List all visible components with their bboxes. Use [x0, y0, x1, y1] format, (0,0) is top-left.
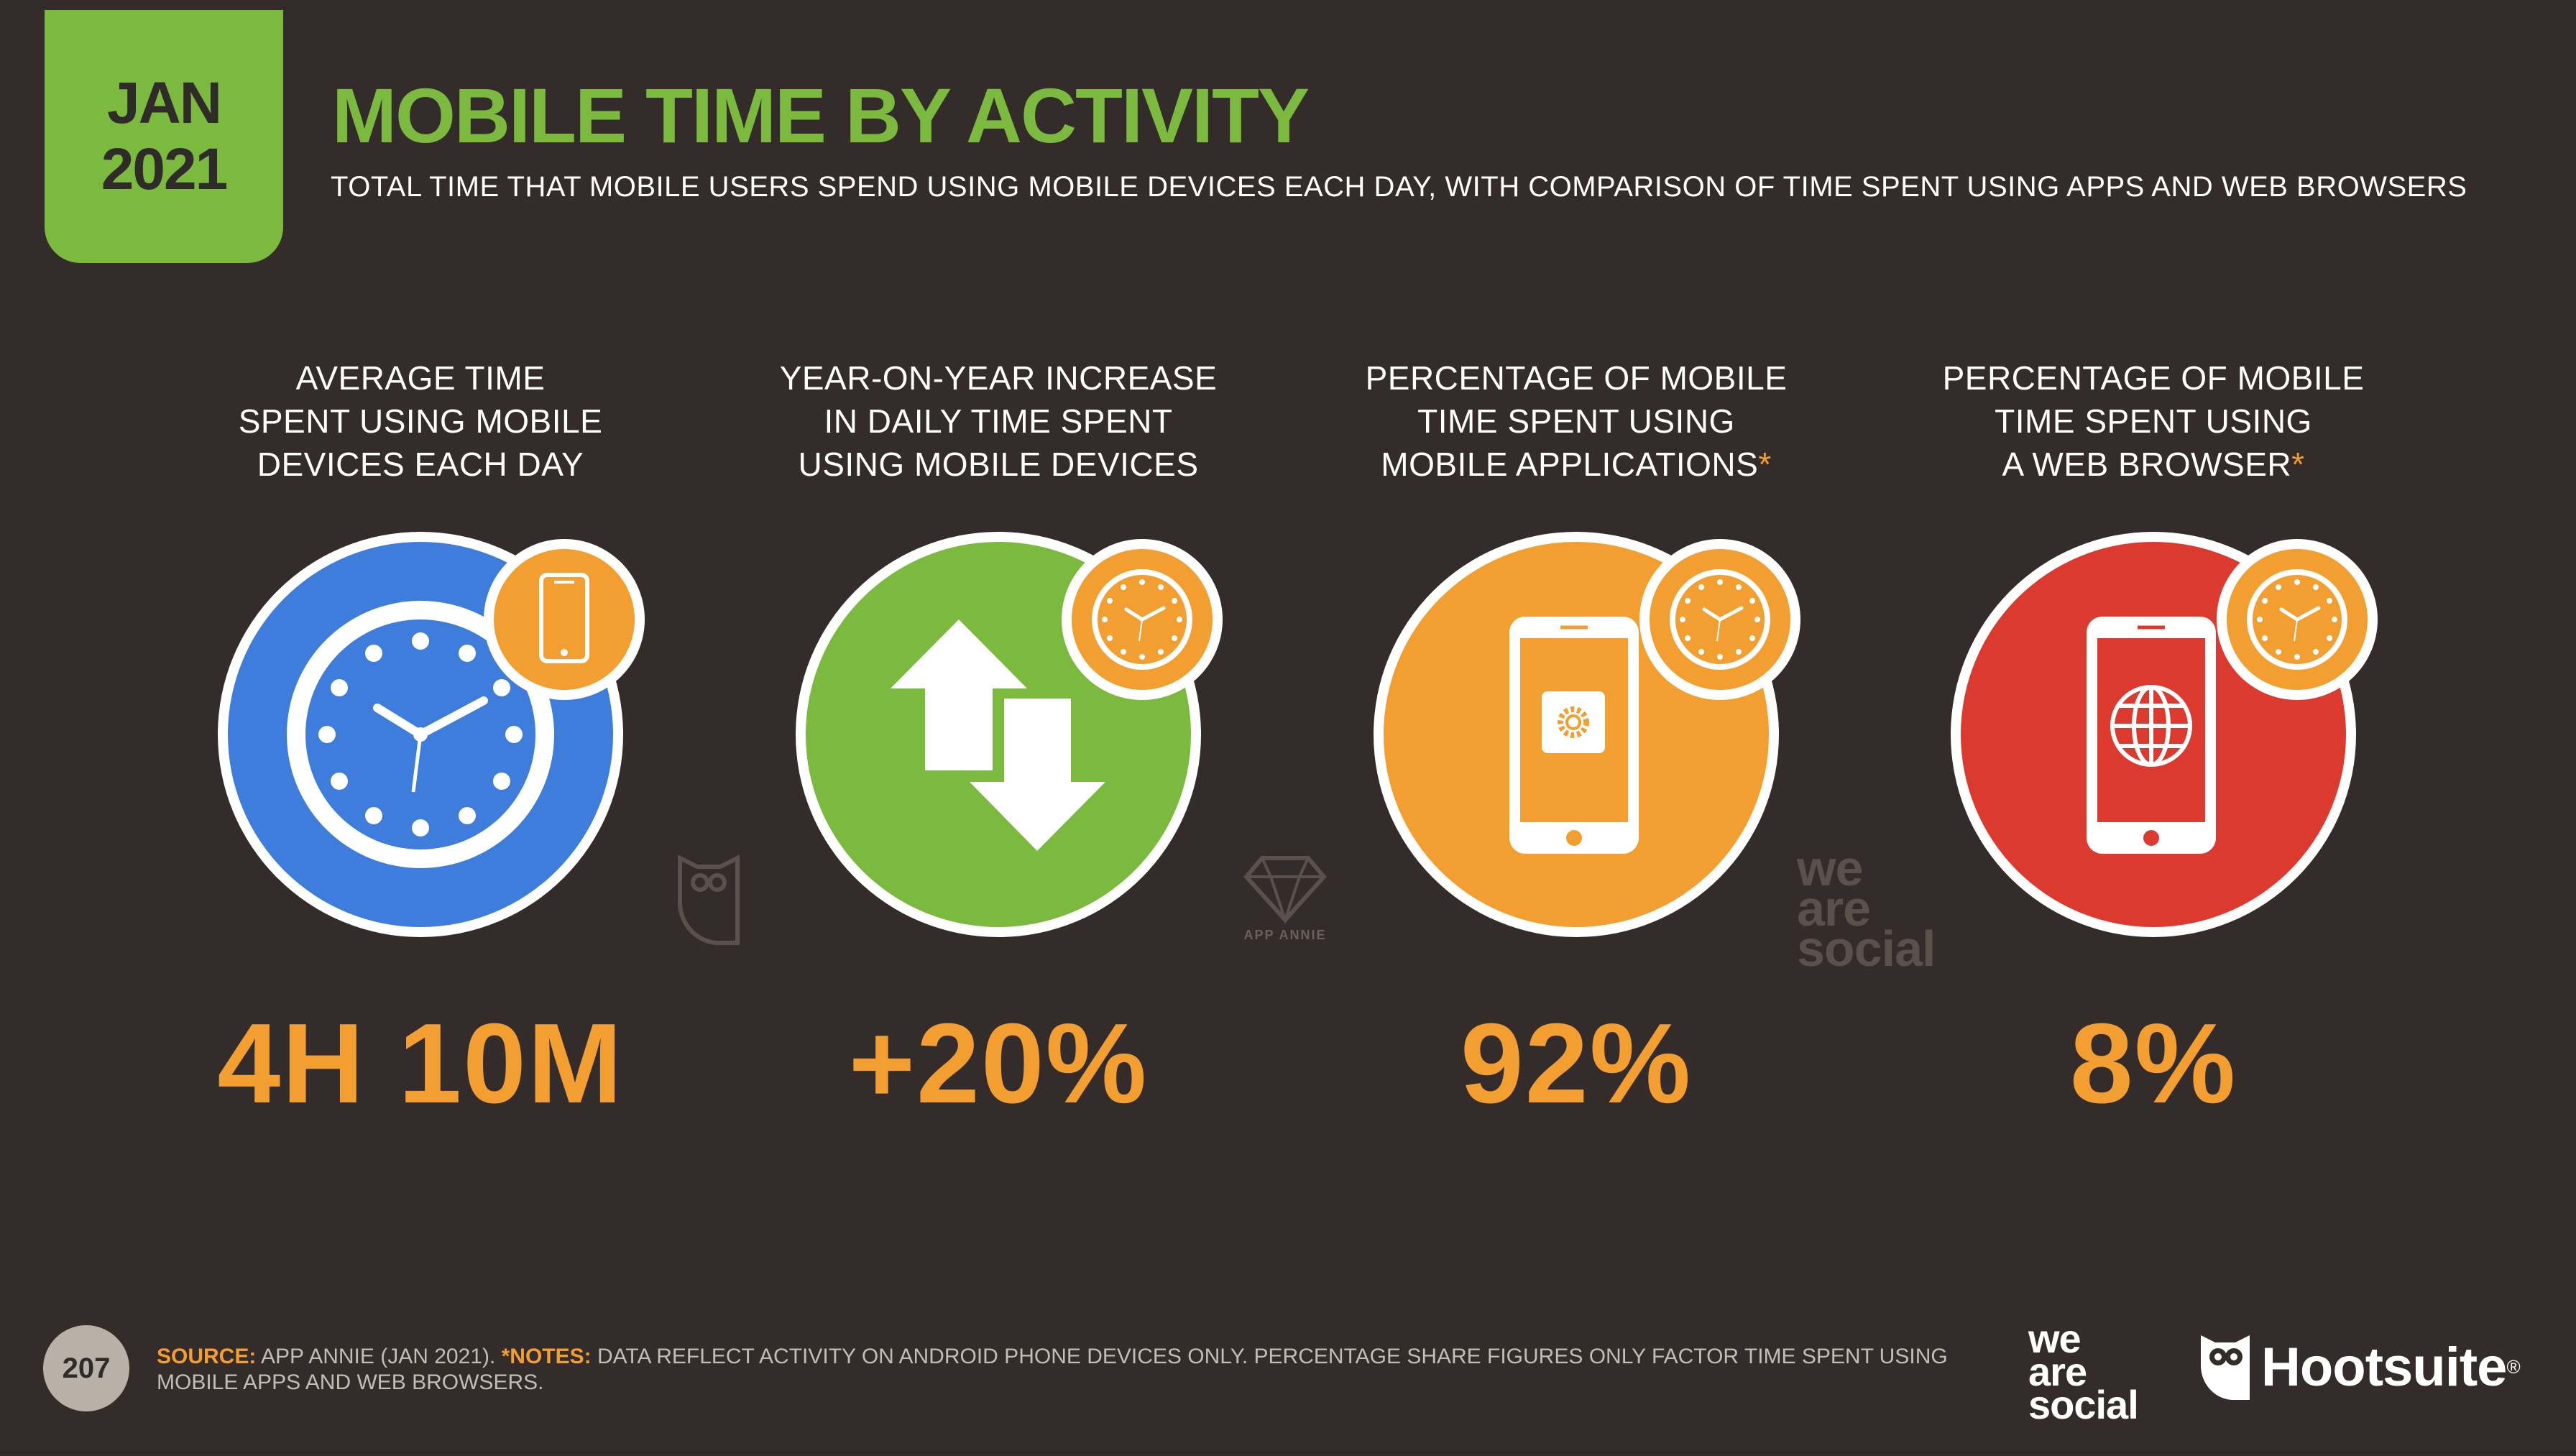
date-year: 2021	[101, 137, 228, 202]
date-month: JAN	[106, 70, 222, 136]
page-subtitle: TOTAL TIME THAT MOBILE USERS SPEND USING…	[331, 171, 2467, 203]
stat-value: 92%	[1460, 1000, 1693, 1127]
stat-value: 8%	[2069, 1000, 2237, 1127]
hootsuite-wordmark: Hootsuite	[2261, 1336, 2507, 1398]
stat-card-yoy-increase: YEAR-ON-YEAR INCREASE IN DAILY TIME SPEN…	[711, 0, 1286, 1150]
footer-source-notes: SOURCE: APP ANNIE (JAN 2021). *NOTES: DA…	[157, 1345, 1948, 1394]
up-down-arrows-icon	[796, 532, 1223, 937]
hootsuite-owl-watermark-icon	[678, 854, 740, 945]
globe-icon	[2110, 685, 2192, 767]
hootsuite-owl-icon	[2201, 1335, 2250, 1400]
stat-label: YEAR-ON-YEAR INCREASE IN DAILY TIME SPEN…	[779, 359, 1218, 483]
stat-card-average-time: AVERAGE TIME SPENT USING MOBILE DEVICES …	[133, 0, 708, 1150]
stat-card-web-browser: PERCENTAGE OF MOBILE TIME SPENT USING A …	[1866, 0, 2441, 1150]
diamond-icon	[1243, 856, 1327, 925]
bottom-border	[0, 1452, 2576, 1453]
stat-card-mobile-apps: PERCENTAGE OF MOBILE TIME SPENT USING MO…	[1289, 0, 1864, 1150]
stat-value: 4H 10M	[217, 1000, 624, 1127]
clock-icon	[218, 532, 645, 937]
clock-icon	[2217, 539, 2378, 700]
page-number: 207	[43, 1325, 129, 1411]
clock-icon	[1639, 539, 1800, 700]
clock-icon	[1062, 539, 1223, 700]
app-annie-watermark: APP ANNIE	[1241, 852, 1330, 943]
hootsuite-logo: Hootsuite ®	[2198, 1331, 2521, 1403]
stat-label: AVERAGE TIME SPENT USING MOBILE DEVICES …	[238, 359, 603, 483]
page-title: MOBILE TIME BY ACTIVITY	[332, 72, 1310, 159]
stat-label: PERCENTAGE OF MOBILE TIME SPENT USING A …	[1942, 359, 2365, 483]
stat-value: +20%	[848, 1000, 1149, 1127]
date-badge: JAN 2021	[45, 10, 283, 263]
stat-label: PERCENTAGE OF MOBILE TIME SPENT USING MO…	[1365, 359, 1788, 483]
we-are-social-logo: we are social	[2028, 1316, 2139, 1427]
smartphone-app-icon	[1374, 532, 1800, 937]
smartphone-globe-icon	[1951, 532, 2378, 937]
smartphone-icon	[484, 539, 645, 700]
we-are-social-watermark: we are social	[1797, 840, 1936, 977]
